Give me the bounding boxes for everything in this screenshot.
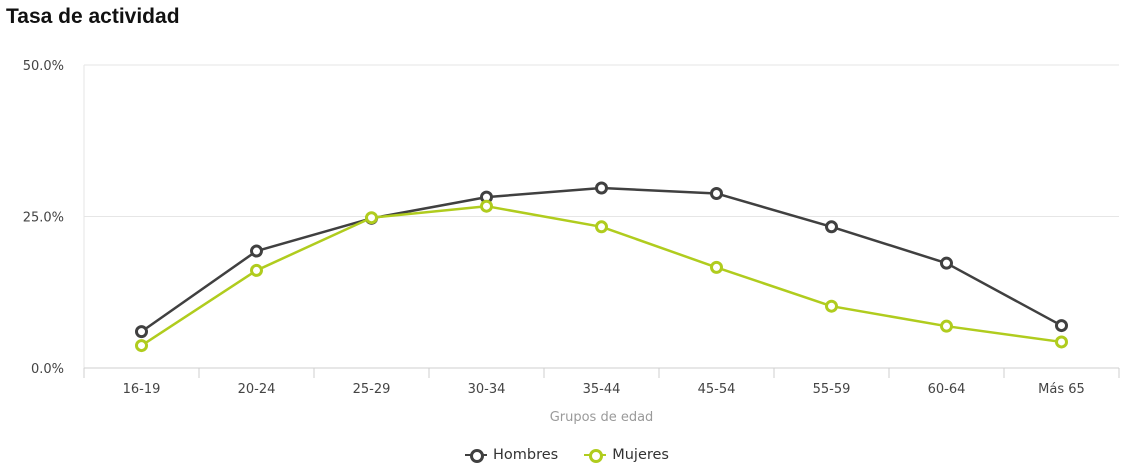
legend-label-mujeres: Mujeres [612, 447, 669, 463]
x-tick-label: 55-59 [813, 382, 851, 397]
x-tick-label: 45-54 [698, 382, 736, 397]
data-point-hombres[interactable] [710, 186, 723, 200]
data-point-mujeres[interactable] [135, 339, 148, 353]
chart-title: Tasa de actividad [6, 5, 180, 28]
x-axis-title: Grupos de edad [550, 410, 654, 425]
series-hombres [135, 181, 1068, 339]
x-tick-label: 60-64 [928, 382, 966, 397]
legend-item-mujeres[interactable]: Mujeres [584, 447, 669, 463]
y-axis: 0.0% 25.0% 50.0% [23, 59, 64, 377]
legend-item-hombres[interactable]: Hombres [464, 447, 559, 463]
data-point-hombres[interactable] [825, 220, 838, 234]
data-point-mujeres[interactable] [1055, 335, 1068, 349]
grid-lines [83, 64, 1119, 368]
data-point-mujeres[interactable] [940, 319, 953, 333]
x-tick-label: Más 65 [1038, 382, 1085, 397]
y-tick-label: 0.0% [31, 362, 64, 377]
series-mujeres [135, 199, 1068, 353]
data-point-mujeres[interactable] [365, 211, 378, 225]
y-tick-label: 25.0% [23, 211, 64, 226]
legend-marker-hombres [464, 448, 487, 463]
line-chart: 16-19 20-24 25-29 30-34 35-44 45-54 55-59 60-64… [23, 59, 1120, 425]
x-tick-label: 16-19 [123, 382, 161, 397]
data-point-mujeres[interactable] [250, 263, 263, 277]
legend: Hombres Mujeres [0, 447, 1134, 463]
data-point-hombres[interactable] [1055, 319, 1068, 333]
y-tick-label: 50.0% [23, 59, 64, 74]
x-tick-label: 30-34 [468, 382, 506, 397]
data-point-mujeres[interactable] [480, 199, 493, 213]
x-tick-label: 20-24 [238, 382, 276, 397]
series-lines [135, 181, 1068, 353]
data-point-hombres[interactable] [250, 244, 263, 258]
data-point-mujeres[interactable] [710, 260, 723, 274]
x-tick-label: 25-29 [353, 382, 391, 397]
legend-marker-mujeres [584, 448, 607, 463]
x-axis: 16-19 20-24 25-29 30-34 35-44 45-54 55-59 60-64… [83, 367, 1120, 397]
data-point-hombres[interactable] [135, 325, 148, 339]
data-point-hombres[interactable] [940, 256, 953, 270]
data-point-hombres[interactable] [595, 181, 608, 195]
data-point-mujeres[interactable] [825, 299, 838, 313]
legend-label-hombres: Hombres [492, 447, 559, 463]
data-point-mujeres[interactable] [595, 220, 608, 234]
x-tick-label: 35-44 [583, 382, 621, 397]
